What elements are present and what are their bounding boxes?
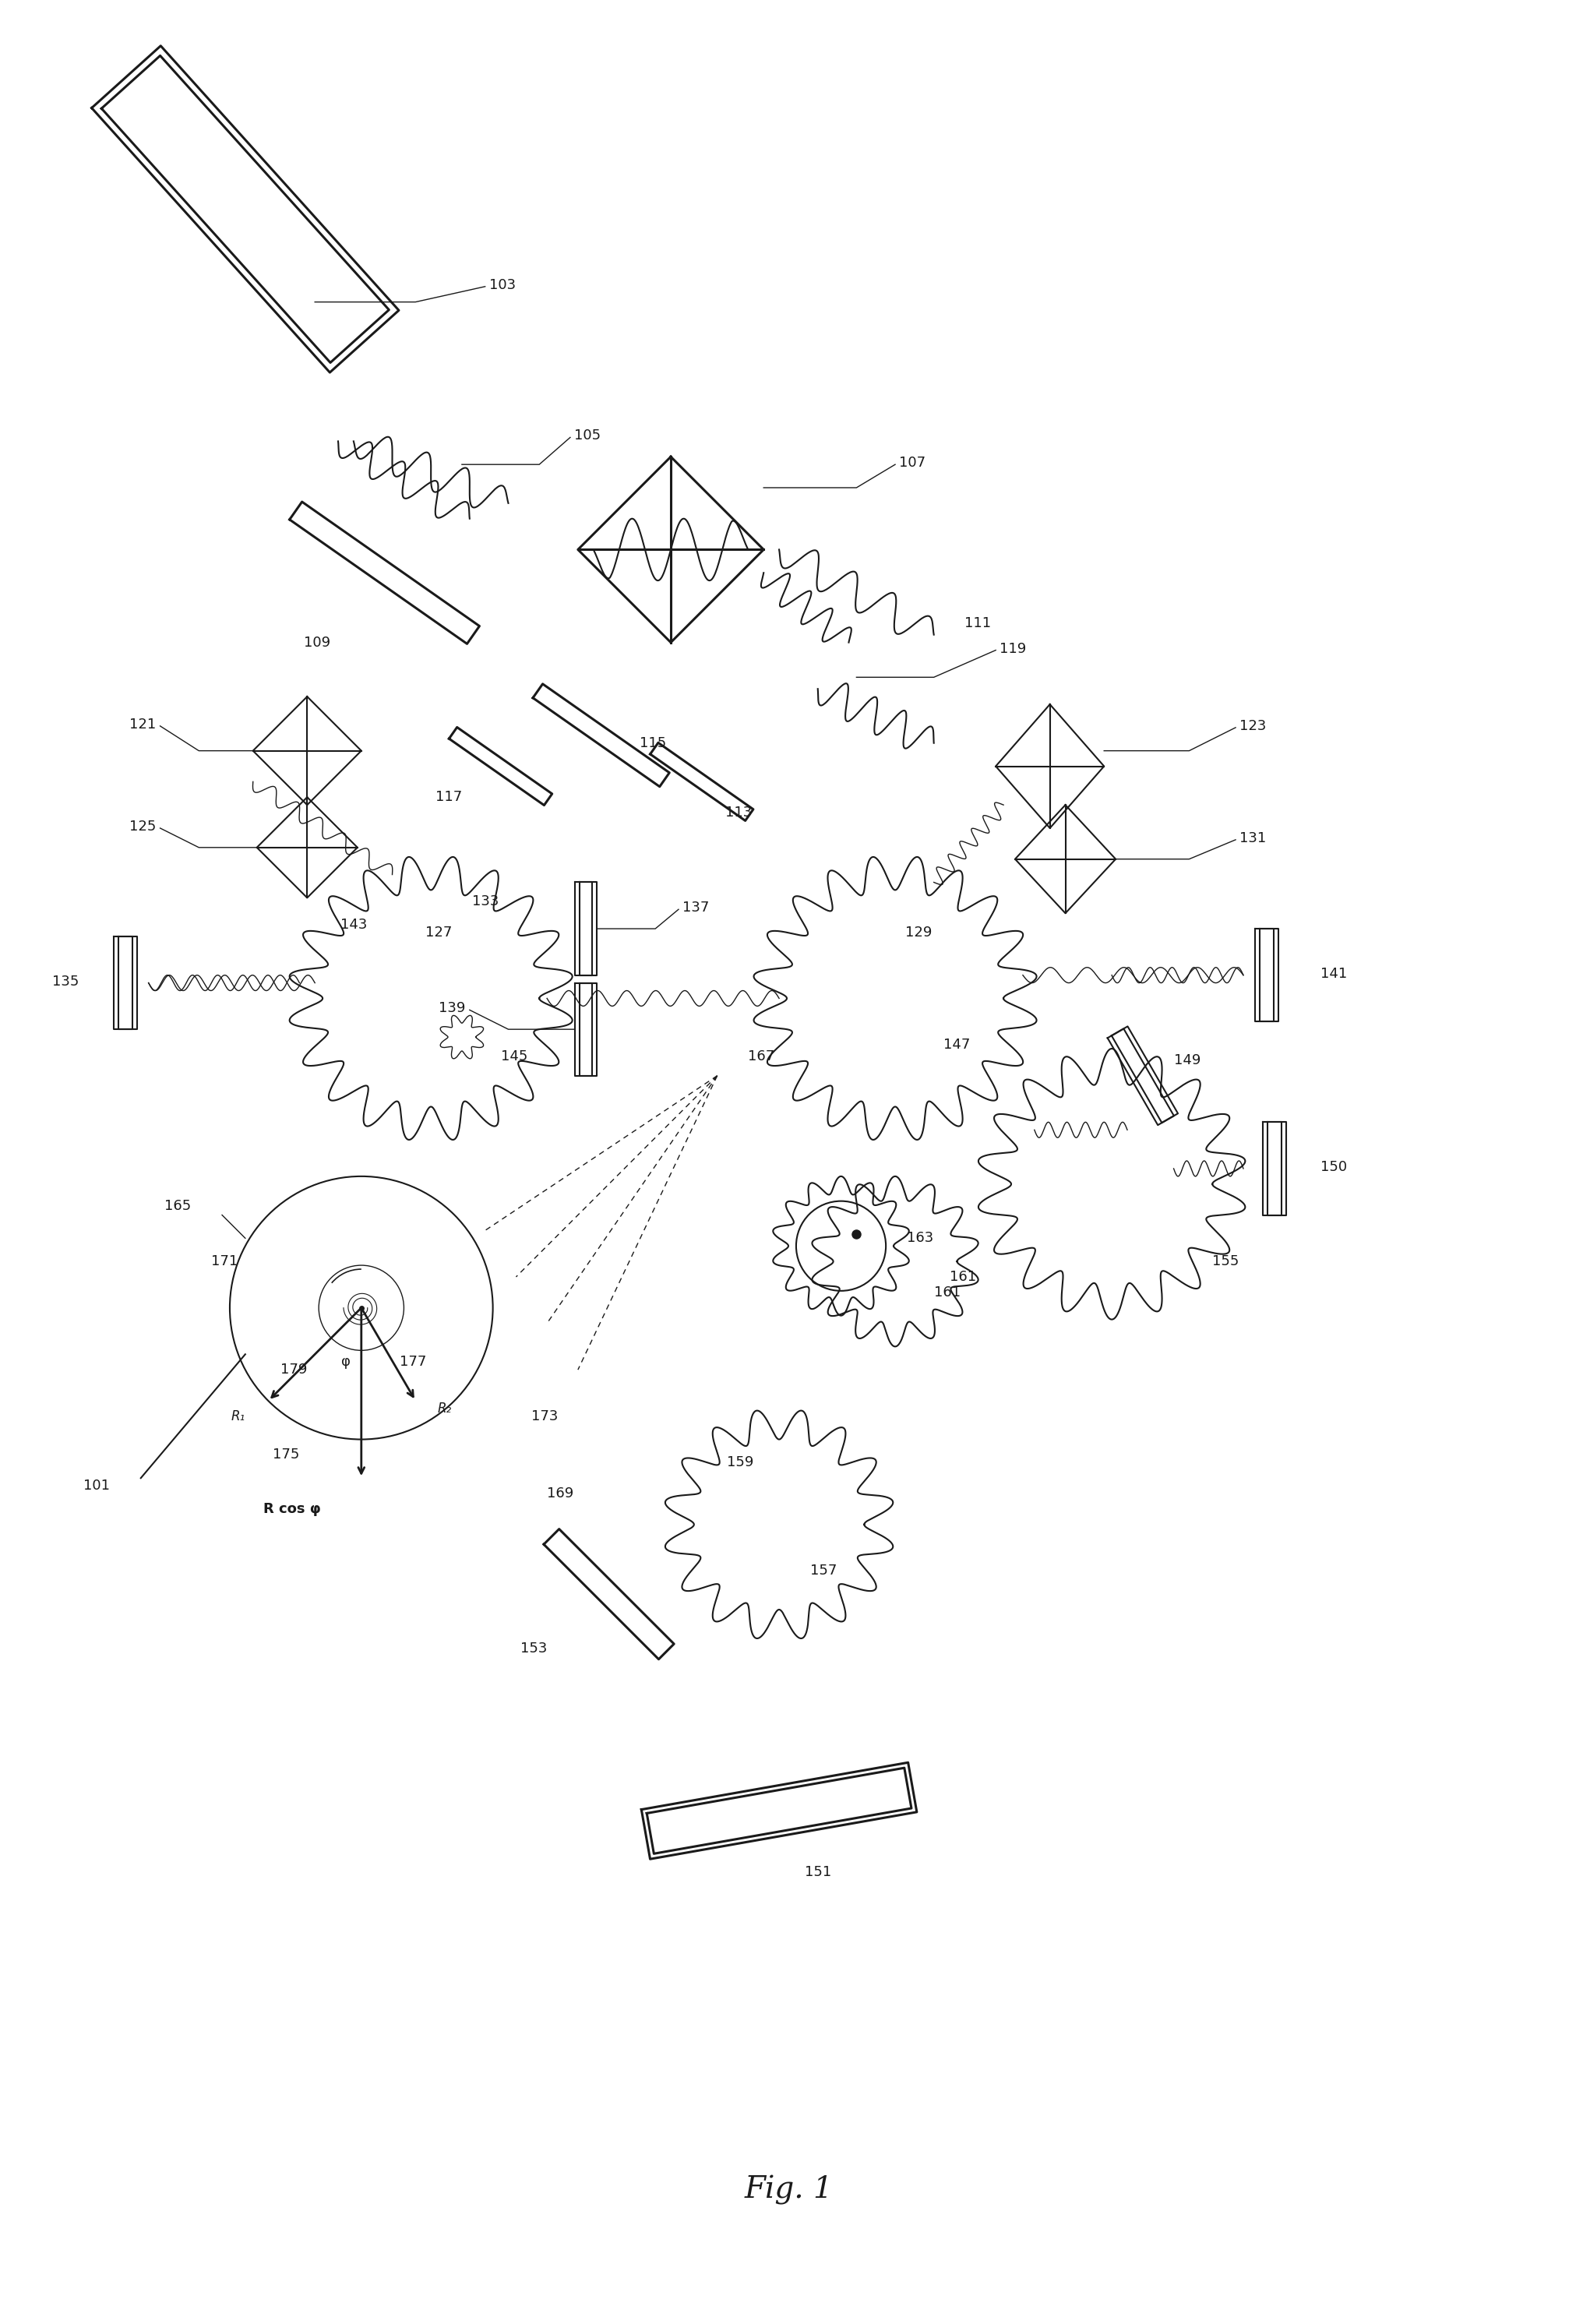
Text: 165: 165: [164, 1199, 191, 1213]
Text: 171: 171: [211, 1255, 238, 1269]
Text: R₁: R₁: [232, 1408, 246, 1422]
Text: 133: 133: [471, 895, 498, 909]
Text: Fig. 1: Fig. 1: [744, 2175, 832, 2205]
Text: 149: 149: [1173, 1053, 1199, 1067]
Text: 107: 107: [898, 456, 925, 469]
Text: 151: 151: [804, 1864, 831, 1880]
Text: R cos φ: R cos φ: [263, 1501, 320, 1515]
Text: 161: 161: [949, 1269, 976, 1283]
Text: 113: 113: [725, 806, 752, 820]
Text: 159: 159: [727, 1455, 753, 1469]
Text: 115: 115: [640, 737, 667, 751]
Text: 157: 157: [810, 1564, 837, 1578]
Text: 123: 123: [1239, 718, 1266, 732]
Text: 163: 163: [906, 1232, 933, 1246]
Text: 135: 135: [52, 974, 79, 988]
Text: 103: 103: [489, 279, 515, 293]
Text: 129: 129: [905, 925, 931, 939]
Text: R₂: R₂: [437, 1401, 451, 1415]
Text: 143: 143: [340, 918, 367, 932]
Text: 150: 150: [1321, 1160, 1346, 1174]
Text: 161: 161: [933, 1285, 960, 1299]
Text: 109: 109: [304, 634, 331, 648]
Text: 175: 175: [273, 1448, 299, 1462]
Text: 155: 155: [1212, 1255, 1239, 1269]
Text: 111: 111: [965, 616, 991, 630]
Text: 173: 173: [531, 1408, 558, 1422]
Text: 147: 147: [942, 1039, 969, 1053]
Text: 141: 141: [1321, 967, 1347, 981]
Text: 167: 167: [747, 1050, 774, 1064]
Text: 119: 119: [999, 641, 1026, 655]
Text: 127: 127: [426, 925, 452, 939]
Text: 137: 137: [682, 902, 709, 916]
Text: 139: 139: [438, 1002, 465, 1016]
Text: 169: 169: [547, 1487, 574, 1501]
Text: 145: 145: [500, 1050, 526, 1064]
Text: 131: 131: [1239, 832, 1266, 846]
Text: 177: 177: [400, 1355, 427, 1369]
Text: 101: 101: [84, 1478, 110, 1492]
Text: φ: φ: [340, 1355, 350, 1369]
Text: 153: 153: [520, 1641, 547, 1655]
Text: 121: 121: [129, 718, 156, 732]
Text: 179: 179: [281, 1362, 307, 1376]
Text: 117: 117: [435, 790, 462, 804]
Text: 125: 125: [129, 820, 156, 834]
Text: 105: 105: [574, 430, 600, 444]
